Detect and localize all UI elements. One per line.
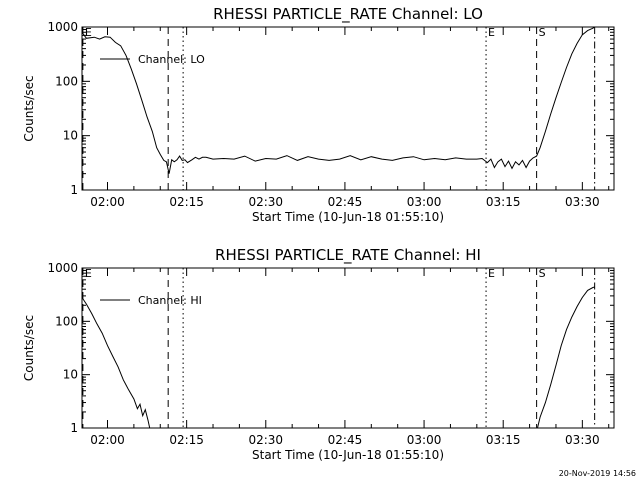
- series-line: [82, 27, 595, 174]
- x-tick-label: 03:00: [407, 433, 442, 447]
- y-axis-label: Counts/sec: [22, 75, 36, 141]
- event-marker-label: E: [85, 267, 92, 280]
- legend-label: Channel: LO: [138, 53, 205, 66]
- x-axis-label: Start Time (10-Jun-18 01:55:10): [252, 448, 444, 462]
- y-tick-label: 1: [70, 421, 78, 435]
- x-tick-label: 02:30: [248, 433, 283, 447]
- y-tick-label: 10: [63, 129, 78, 143]
- x-tick-label: 02:15: [169, 433, 204, 447]
- x-tick-label: 02:00: [90, 195, 125, 209]
- legend-label: Channel: HI: [138, 294, 202, 307]
- y-tick-label: 100: [55, 74, 78, 88]
- x-tick-label: 02:30: [248, 195, 283, 209]
- x-tick-label: 02:00: [90, 433, 125, 447]
- y-tick-label: 1000: [47, 261, 78, 275]
- event-marker-label: S: [539, 26, 546, 39]
- chart-panel-lo: RHESSI PARTICLE_RATE Channel: LO 1 10 100 10…: [22, 5, 615, 224]
- timestamp-footer: 20-Nov-2019 14:56: [558, 469, 636, 478]
- x-axis-label: Start Time (10-Jun-18 01:55:10): [252, 210, 444, 224]
- y-tick-label: 10: [63, 368, 78, 382]
- y-tick-label: 1: [70, 183, 78, 197]
- x-tick-label: 02:15: [169, 195, 204, 209]
- event-marker-label: E: [488, 26, 495, 39]
- chart-title: RHESSI PARTICLE_RATE Channel: LO: [213, 5, 483, 24]
- series-line: [537, 286, 595, 428]
- x-tick-label: 03:00: [407, 195, 442, 209]
- y-axis-label: Counts/sec: [22, 315, 36, 381]
- x-tick-label: 03:30: [565, 195, 600, 209]
- plot-frame: [81, 26, 615, 191]
- event-marker-label: S: [539, 267, 546, 280]
- event-marker-label: E: [85, 26, 92, 39]
- x-tick-label: 03:30: [565, 433, 600, 447]
- y-tick-label: 1000: [47, 20, 78, 34]
- x-tick-label: 02:45: [328, 433, 363, 447]
- x-tick-label: 03:15: [486, 195, 521, 209]
- x-tick-label: 02:45: [328, 195, 363, 209]
- x-tick-label: 03:15: [486, 433, 521, 447]
- chart-panel-hi: RHESSI PARTICLE_RATE Channel: HI 1 10 100 10…: [22, 246, 615, 462]
- series-line: [82, 297, 151, 428]
- event-marker-label: E: [488, 267, 495, 280]
- plot-frame: [81, 267, 615, 429]
- y-tick-label: 100: [55, 314, 78, 328]
- chart-title: RHESSI PARTICLE_RATE Channel: HI: [215, 246, 481, 265]
